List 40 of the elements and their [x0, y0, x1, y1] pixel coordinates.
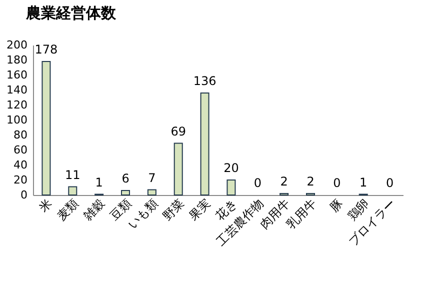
data-label: 7: [148, 170, 156, 185]
data-label: 6: [122, 172, 130, 186]
bar: [68, 186, 78, 196]
data-label: 69: [170, 124, 186, 138]
y-tick-label: 200: [6, 38, 28, 52]
bar: [147, 189, 156, 196]
chart-title: 農業経営体数: [25, 4, 118, 22]
x-tick-label: 豆類: [107, 196, 134, 223]
x-tick-label: 麦類: [54, 196, 82, 223]
data-label: 0: [333, 176, 341, 190]
data-label: 0: [254, 176, 262, 190]
y-tick-label: 0: [20, 188, 28, 202]
data-label: 0: [386, 176, 394, 190]
x-tick-label: 野菜: [160, 196, 187, 223]
y-tick-label: 140: [6, 84, 28, 96]
data-label: 2: [306, 174, 314, 188]
y-tick-label: 100: [6, 114, 28, 126]
y-tick-label: 60: [14, 144, 28, 156]
y-tick-label: 120: [6, 98, 28, 112]
x-tick-label: 米: [36, 196, 55, 214]
data-label: 178: [34, 42, 58, 56]
y-tick-label: 160: [6, 68, 28, 82]
bar: [174, 142, 183, 196]
data-label: 11: [65, 168, 80, 182]
x-tick-label: 雑穀: [80, 196, 108, 223]
bar: [226, 180, 236, 196]
data-label: 136: [193, 74, 216, 88]
bar: [42, 61, 51, 196]
data-label: 20: [224, 161, 239, 175]
bar: [200, 92, 210, 196]
bar: [121, 190, 130, 196]
x-tick-label: 果実: [186, 196, 214, 223]
y-tick-label: 80: [14, 128, 28, 142]
y-tick-label: 20: [14, 174, 28, 186]
x-tick-label: 豚: [327, 196, 346, 214]
data-label: 2: [280, 174, 288, 188]
data-label: 1: [360, 175, 368, 190]
y-tick-label: 180: [6, 54, 28, 66]
y-tick-label: 40: [14, 158, 28, 172]
data-label: 1: [95, 175, 103, 190]
